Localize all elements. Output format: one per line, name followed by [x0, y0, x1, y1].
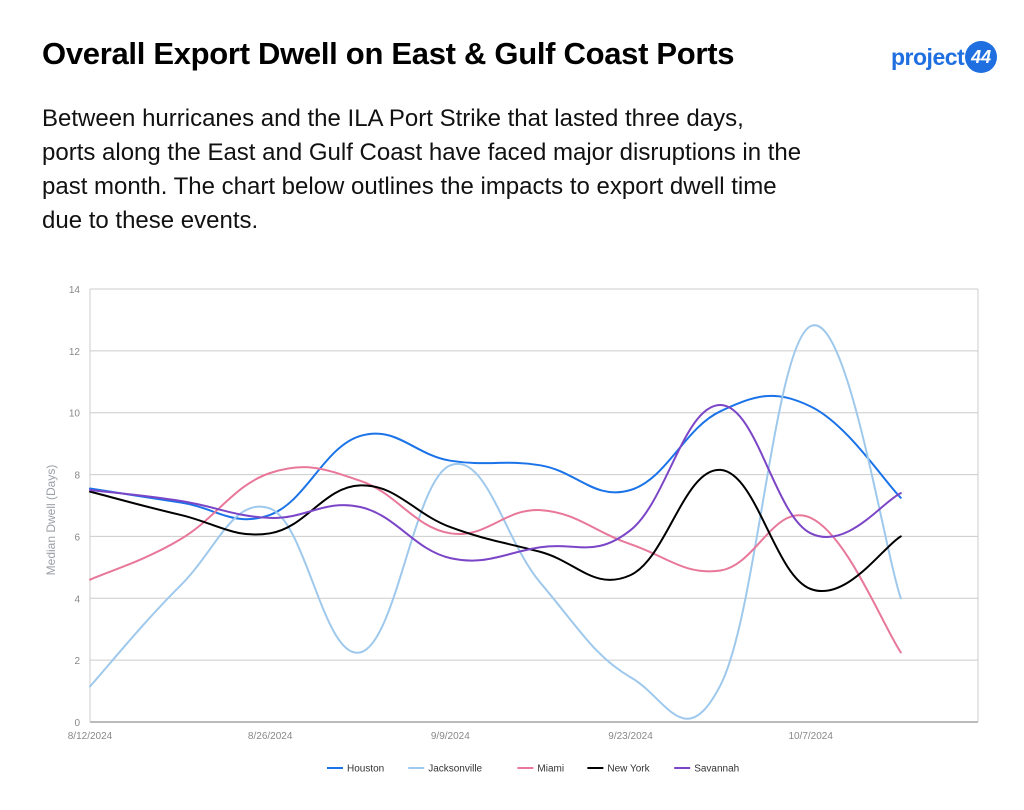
x-tick-label: 9/9/2024	[431, 731, 470, 742]
series-layer	[89, 324, 902, 720]
y-tick-label: 12	[69, 347, 81, 358]
legend: Houston Jacksonville Miami New York Savannah	[327, 764, 739, 775]
project44-logo: project 44	[891, 40, 998, 74]
y-tick-label: 4	[74, 594, 80, 605]
y-tick-label: 2	[74, 656, 80, 667]
series-line-new-york	[89, 468, 902, 592]
legend-label-jacksonville: Jacksonville	[428, 764, 482, 775]
legend-label-new-york: New York	[607, 764, 650, 775]
page-subtitle: Between hurricanes and the ILA Port Stri…	[42, 105, 802, 234]
y-tick-label: 8	[74, 471, 80, 482]
x-tick-label: 8/26/2024	[248, 731, 293, 742]
x-tick-label: 9/23/2024	[608, 731, 653, 742]
series-line-houston	[89, 394, 902, 521]
logo-text: project	[891, 43, 965, 70]
axis-layer: Median Dwell (Days) 0 2 4 6 8 10 12 14 8/12/2024…	[44, 285, 833, 742]
x-tick-label: 8/12/2024	[68, 731, 113, 742]
series-line-jacksonville	[89, 324, 902, 720]
y-tick-label: 14	[69, 285, 81, 296]
legend-label-miami: Miami	[537, 764, 564, 775]
logo-badge: 44	[965, 41, 998, 73]
page-title: Overall Export Dwell on East & Gulf Coas…	[42, 36, 735, 71]
series-line-savannah	[89, 403, 902, 562]
y-tick-label: 10	[69, 409, 81, 420]
legend-label-houston: Houston	[347, 764, 384, 775]
y-axis-label: Median Dwell (Days)	[44, 465, 58, 576]
x-tick-label: 10/7/2024	[788, 731, 833, 742]
legend-label-savannah: Savannah	[694, 764, 739, 775]
y-tick-label: 0	[74, 718, 80, 729]
series-line-miami	[89, 466, 902, 654]
y-tick-label: 6	[74, 532, 80, 543]
